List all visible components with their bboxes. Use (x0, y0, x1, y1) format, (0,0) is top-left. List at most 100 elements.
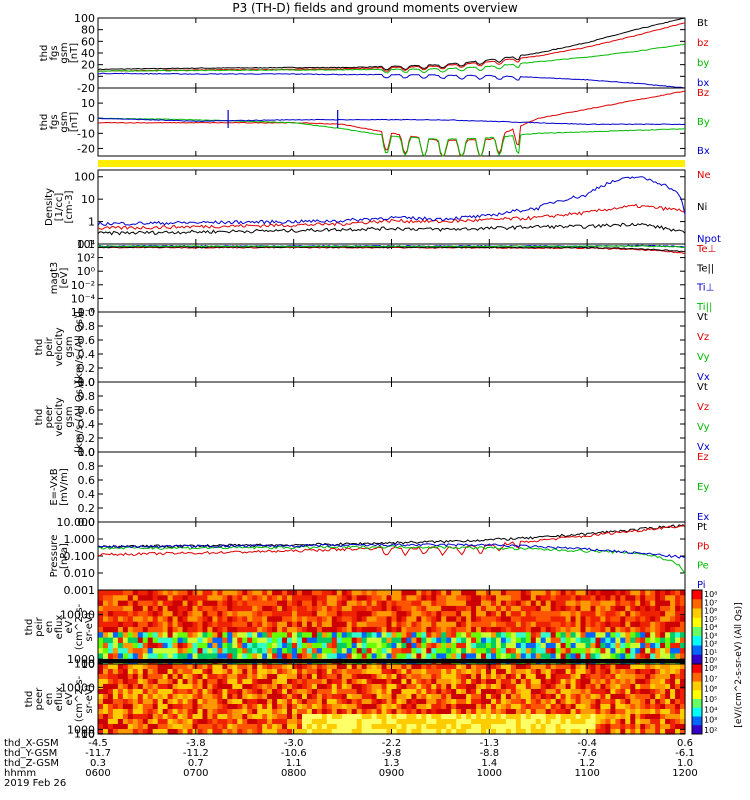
spectrogram-cell (426, 714, 432, 720)
spectrogram-cell (192, 642, 199, 649)
spectrogram-cell (401, 719, 407, 725)
spectrogram-cell (610, 605, 616, 612)
spectrogram-cell (222, 679, 228, 685)
spectrogram-cell (640, 704, 646, 710)
spectrogram-cell (456, 590, 462, 596)
y-tick-label: 0.6 (78, 404, 96, 417)
spectrogram-cell (386, 684, 393, 690)
spectrogram-cell (515, 714, 522, 720)
y-axis-label: thd (34, 339, 45, 356)
spectrogram-cell (98, 719, 104, 725)
spectrogram-cell (466, 724, 472, 730)
spectrogram-cell (207, 653, 213, 660)
spectrogram-cell (167, 637, 174, 644)
spectrogram-cell (560, 627, 567, 633)
spectrogram-cell (411, 600, 417, 607)
spectrogram-cell (605, 674, 611, 680)
spectrogram-cell (500, 684, 507, 690)
spectrogram-cell (625, 719, 631, 725)
spectrogram-cell (600, 605, 606, 612)
spectrogram-cell (227, 605, 233, 612)
spectrogram-cell (650, 653, 656, 660)
spectrogram-cell (292, 684, 298, 690)
spectrogram-cell (356, 719, 363, 725)
spectrogram-cell (491, 729, 497, 735)
spectrogram-cell (386, 653, 393, 660)
spectrogram-cell (500, 729, 507, 735)
spectrogram-cell (202, 621, 209, 628)
spectrogram-cell (560, 611, 567, 617)
spectrogram-cell (142, 699, 149, 705)
spectrogram-cell (197, 689, 204, 695)
spectrogram-cell (127, 669, 134, 675)
spectrogram-cell (311, 595, 318, 602)
spectrogram-cell (421, 674, 427, 680)
spectrogram-cell (356, 699, 363, 705)
spectrogram-cell (535, 648, 542, 654)
spectrogram-cell (341, 714, 348, 720)
spectrogram-cell (177, 611, 184, 617)
spectrogram-cell (496, 664, 502, 670)
spectrogram-cell (272, 627, 278, 633)
spectrogram-cell (630, 632, 636, 639)
spectrogram-cell (605, 689, 611, 695)
spectrogram-cell (257, 674, 263, 680)
spectrogram-cell (292, 724, 298, 730)
spectrogram-cell (117, 714, 124, 720)
spectrogram-cell (167, 664, 174, 670)
spectrogram-cell (595, 664, 602, 670)
spectrogram-cell (535, 637, 542, 644)
spectrogram-cell (436, 729, 442, 735)
spectrogram-cell (292, 709, 298, 715)
spectrogram-cell (207, 590, 213, 596)
spectrogram-cell (137, 627, 144, 633)
spectrogram-cell (326, 621, 333, 628)
spectrogram-cell (550, 616, 557, 623)
spectrogram-cell (107, 605, 114, 612)
spectrogram-cell (590, 632, 597, 639)
spectrogram-cell (680, 600, 686, 607)
spectrogram-cell (167, 679, 174, 685)
spectrogram-cell (142, 714, 149, 720)
spectrogram-cell (446, 699, 452, 705)
y-axis-label: [nT] (69, 43, 80, 63)
spectrogram-cell (615, 605, 621, 612)
spectrogram-cell (500, 664, 507, 670)
spectrogram-cell (306, 699, 313, 705)
spectrogram-cell (112, 632, 119, 639)
spectrogram-cell (595, 674, 602, 680)
y-axis-label: (cm^2-s- (74, 603, 85, 650)
spectrogram-cell (635, 632, 641, 639)
spectrogram-cell (107, 684, 114, 690)
spectrogram-cell (461, 595, 467, 602)
spectrogram-cell (157, 704, 164, 710)
spectrogram-cell (112, 637, 119, 644)
spectrogram-cell (500, 699, 507, 705)
panel-frame (97, 451, 686, 523)
spectrogram-cell (600, 642, 606, 649)
spectrogram-cell (645, 709, 651, 715)
spectrogram-cell (515, 719, 522, 725)
spectrogram-cell (242, 632, 248, 639)
spectrogram-cell (406, 679, 412, 685)
spectrogram-cell (640, 642, 646, 649)
spectrogram-cell (466, 605, 472, 612)
spectrogram-cell (331, 600, 338, 607)
spectrogram-cell (326, 648, 333, 654)
spectrogram-cell (406, 637, 412, 644)
spectrogram-cell (590, 637, 597, 644)
spectrogram-cell (103, 600, 109, 607)
spectrogram-cell (520, 632, 527, 639)
spectrogram-cell (456, 689, 462, 695)
spectrogram-cell (615, 664, 621, 670)
spectrogram-cell (605, 627, 611, 633)
spectrogram-cell (406, 621, 412, 628)
spectrogram-cell (476, 684, 482, 690)
spectrogram-cell (620, 694, 626, 700)
spectrogram-cell (670, 653, 676, 660)
spectrogram-cell (540, 719, 547, 725)
spectrogram-cell (252, 699, 258, 705)
spectrogram-cell (162, 632, 169, 639)
spectrogram-cell (98, 664, 104, 670)
